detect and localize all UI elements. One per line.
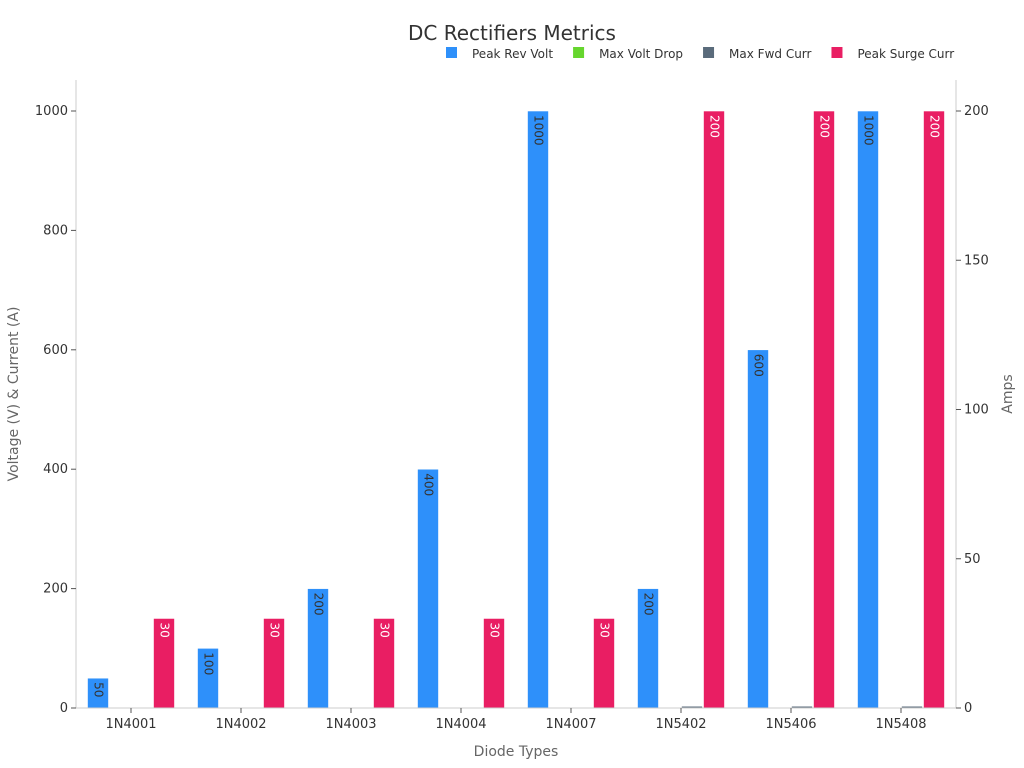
y-tick-label: 400 bbox=[43, 462, 68, 477]
y2-tick-label: 0 bbox=[964, 701, 972, 716]
y2-tick-label: 100 bbox=[964, 403, 989, 418]
bar bbox=[813, 110, 835, 709]
y-tick-label: 200 bbox=[43, 582, 68, 597]
bar-value-label: 30 bbox=[488, 622, 502, 637]
legend-swatch bbox=[831, 47, 843, 58]
x-tick-label: 1N4004 bbox=[435, 717, 486, 732]
x-tick-label: 1N5408 bbox=[875, 717, 926, 732]
x-tick-label: 1N4007 bbox=[545, 717, 596, 732]
bar-value-label: 50 bbox=[92, 682, 106, 697]
bar bbox=[703, 110, 725, 709]
bar-value-label: 200 bbox=[928, 115, 942, 138]
x-tick-label: 1N4002 bbox=[215, 717, 266, 732]
bar bbox=[857, 110, 879, 709]
y-axis-title: Voltage (V) & Current (A) bbox=[6, 307, 22, 482]
bar-value-label: 200 bbox=[642, 593, 656, 616]
axes: 0 200 400 600 800 1000 0 50 100 150 200 1N4001 1N400… bbox=[35, 80, 989, 732]
legend-swatch bbox=[446, 47, 457, 58]
y-tick-label: 1000 bbox=[35, 104, 68, 119]
legend-label: Peak Surge Curr bbox=[857, 47, 954, 61]
y2-axis-title: Amps bbox=[1000, 374, 1016, 413]
bar-value-label: 1000 bbox=[862, 115, 876, 146]
x-tick-label: 1N4001 bbox=[105, 717, 156, 732]
bar bbox=[527, 110, 549, 709]
y2-tick-label: 150 bbox=[964, 253, 989, 268]
legend-label: Max Volt Drop bbox=[599, 47, 683, 61]
bars: 50 30 100 30 200 30 400 30 1000 30 200 200 600 200 100… bbox=[87, 110, 945, 709]
y-tick-label: 600 bbox=[43, 343, 68, 358]
bar bbox=[923, 110, 945, 709]
legend-swatch bbox=[573, 47, 585, 58]
legend-label: Peak Rev Volt bbox=[472, 47, 553, 61]
bar-value-label: 30 bbox=[378, 622, 392, 637]
legend-label: Max Fwd Curr bbox=[729, 47, 811, 61]
bar-value-label: 100 bbox=[202, 652, 216, 675]
bar bbox=[747, 349, 769, 709]
x-tick-label: 1N5406 bbox=[765, 717, 816, 732]
bar bbox=[417, 468, 439, 709]
bar-value-label: 30 bbox=[598, 622, 612, 637]
bar-value-label: 200 bbox=[818, 115, 832, 138]
x-tick-label: 1N5402 bbox=[655, 717, 706, 732]
bar-value-label: 30 bbox=[268, 622, 282, 637]
legend: Peak Rev Volt Max Volt Drop Max Fwd Curr Pe… bbox=[446, 47, 954, 61]
y2-tick-label: 50 bbox=[964, 552, 981, 567]
x-axis-title: Diode Types bbox=[474, 744, 559, 760]
bar-value-label: 400 bbox=[422, 473, 436, 496]
bar-value-label: 200 bbox=[312, 593, 326, 616]
bar-value-label: 200 bbox=[708, 115, 722, 138]
bar-value-label: 1000 bbox=[532, 115, 546, 146]
y-tick-label: 0 bbox=[60, 701, 68, 716]
bar-value-label: 30 bbox=[158, 622, 172, 637]
chart-title: DC Rectifiers Metrics bbox=[408, 21, 616, 45]
x-tick-label: 1N4003 bbox=[325, 717, 376, 732]
y-tick-label: 800 bbox=[43, 223, 68, 238]
bar-value-label: 600 bbox=[752, 354, 766, 377]
legend-swatch bbox=[703, 47, 715, 58]
y2-tick-label: 200 bbox=[964, 104, 989, 119]
